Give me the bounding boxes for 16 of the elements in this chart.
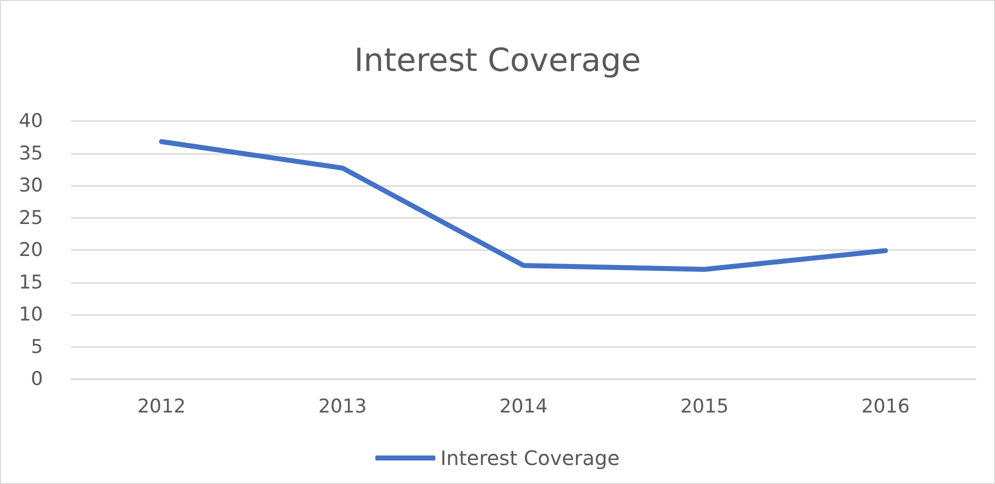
legend-label: Interest Coverage xyxy=(440,446,620,470)
y-tick-label: 35 xyxy=(18,142,43,164)
y-tick-label: 5 xyxy=(30,336,43,358)
x-tick-label: 2015 xyxy=(680,396,729,418)
x-tick-label: 2012 xyxy=(137,396,186,418)
y-tick-label: 30 xyxy=(18,174,43,196)
y-tick-label: 15 xyxy=(18,271,43,294)
chart-title: Interest Coverage xyxy=(354,41,641,79)
y-tick-label: 10 xyxy=(18,304,43,326)
y-tick-label: 40 xyxy=(18,110,43,132)
y-tick-label: 20 xyxy=(18,239,43,261)
y-tick-label: 25 xyxy=(18,206,43,229)
x-tick-label: 2014 xyxy=(499,396,548,418)
x-tick-label: 2016 xyxy=(861,396,910,418)
x-tick-label: 2013 xyxy=(318,396,367,418)
y-tick-label: 0 xyxy=(30,368,43,390)
